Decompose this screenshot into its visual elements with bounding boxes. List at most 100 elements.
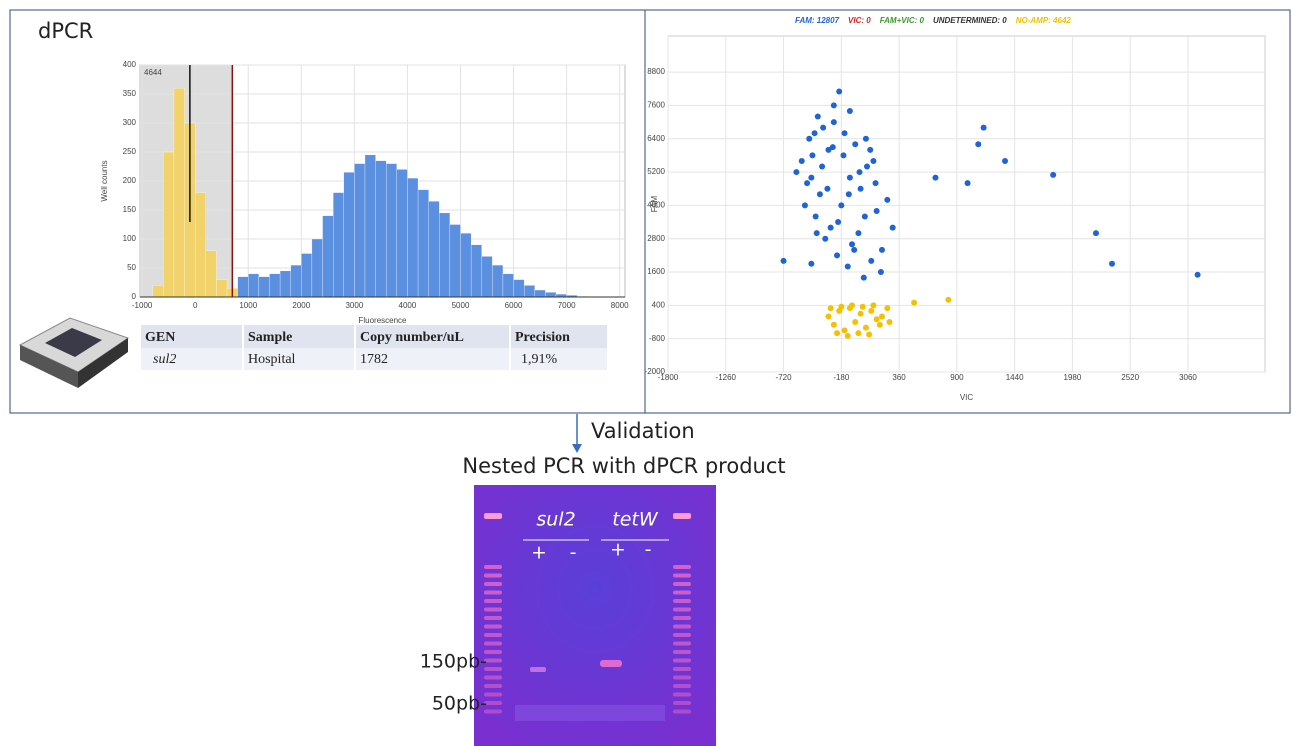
y-tick-label: 7600 [647, 101, 665, 110]
gel-lane-sign: - [570, 542, 577, 564]
point [835, 219, 842, 226]
annotation: 4644 [144, 68, 162, 77]
point [884, 305, 891, 312]
point [780, 257, 787, 264]
ladder-band [484, 675, 502, 680]
y-tick-label: 200 [123, 176, 137, 185]
point [861, 213, 868, 220]
bar [343, 172, 355, 298]
point [1109, 260, 1116, 267]
point [1194, 271, 1201, 278]
bar [481, 256, 493, 298]
point [873, 207, 880, 214]
ladder-band [484, 701, 502, 705]
bar [386, 163, 397, 298]
arrow-head [572, 444, 582, 453]
gel-group-label: sul2 [536, 509, 575, 531]
bar [258, 276, 270, 298]
ladder-band [673, 701, 691, 705]
ladder-band [484, 616, 502, 620]
point [860, 274, 867, 281]
point [806, 135, 813, 142]
point [825, 313, 832, 320]
ladder-band [673, 658, 691, 663]
point [829, 144, 836, 151]
ladder-band [484, 624, 502, 629]
point [841, 327, 848, 334]
point [884, 196, 891, 203]
point [840, 152, 847, 159]
gel-image [474, 485, 716, 746]
point [808, 174, 815, 181]
bar [407, 177, 419, 298]
panel-frame [9, 9, 1291, 414]
y-tick-label: 150 [123, 205, 137, 214]
ladder-band [673, 590, 691, 595]
bar [152, 285, 164, 298]
ladder-band [484, 582, 502, 586]
point [886, 319, 893, 326]
ladder-band [673, 573, 691, 578]
ladder-band [673, 633, 691, 637]
ladder-band [484, 641, 502, 646]
x-tick-label: 1000 [239, 301, 257, 310]
bar [460, 233, 472, 298]
legend-entry: FAM: 12807 [795, 16, 840, 25]
point [855, 330, 862, 337]
point [932, 174, 939, 181]
gel-bands [484, 513, 691, 721]
bar [301, 253, 313, 298]
y-tick-label: -800 [649, 334, 666, 343]
legend-entry: UNDETERMINED: 0 [933, 16, 1007, 25]
bar [205, 250, 217, 298]
legend-entry: NO-AMP: 4642 [1016, 16, 1072, 25]
bar [237, 276, 249, 298]
point [813, 230, 820, 237]
ladder-band [673, 582, 691, 586]
y-axis-label: Well counts [100, 160, 109, 201]
point [819, 163, 826, 170]
bar [470, 244, 482, 298]
point [830, 321, 837, 328]
gel-lane-sign: - [645, 539, 652, 561]
point [870, 157, 877, 164]
ladder-band [484, 692, 502, 697]
bar [545, 292, 557, 298]
ladder-band [673, 650, 691, 654]
x-tick-label: 5000 [452, 301, 470, 310]
validation-label: Validation [591, 419, 695, 443]
point [1002, 157, 1009, 164]
point [838, 303, 845, 310]
point [816, 191, 823, 198]
point [830, 119, 837, 126]
point [1050, 171, 1057, 178]
ladder-band [673, 692, 691, 697]
point [849, 302, 856, 309]
point [862, 135, 869, 142]
bar [449, 224, 461, 298]
x-tick-label: 4000 [399, 301, 417, 310]
ladder-band [673, 607, 691, 612]
table-cell: sul2 [153, 352, 176, 367]
point [798, 157, 805, 164]
table-header: Copy number/uL [360, 330, 464, 345]
bar [173, 88, 185, 298]
ladder-band [484, 565, 502, 569]
bar [417, 189, 429, 298]
ladder-band [484, 709, 502, 714]
point [945, 296, 952, 303]
point [844, 332, 851, 339]
x-tick-label: 360 [892, 373, 906, 382]
point [846, 107, 853, 114]
table-header: Sample [248, 330, 292, 345]
x-axis-label: Fluorescence [358, 316, 407, 325]
point [834, 252, 841, 259]
point [857, 185, 864, 192]
bar [492, 264, 504, 298]
point [849, 241, 856, 248]
ladder-band [673, 675, 691, 680]
bar [364, 154, 376, 298]
table-header: GEN [145, 330, 175, 345]
plot-bg [667, 35, 1266, 373]
